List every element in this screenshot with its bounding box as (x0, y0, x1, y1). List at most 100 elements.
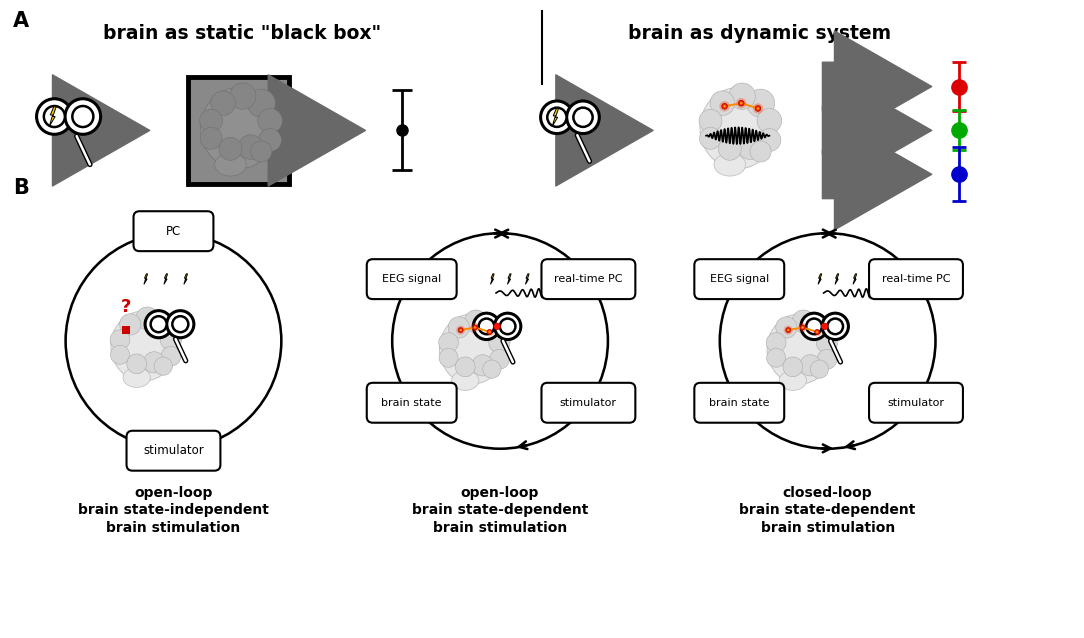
Circle shape (210, 91, 235, 115)
Polygon shape (552, 108, 558, 126)
Circle shape (136, 307, 158, 330)
Circle shape (757, 108, 782, 133)
Polygon shape (490, 274, 494, 285)
Circle shape (119, 314, 141, 335)
Text: EEG signal: EEG signal (382, 274, 441, 284)
Circle shape (766, 348, 786, 367)
Circle shape (485, 327, 494, 336)
Circle shape (460, 329, 462, 331)
FancyBboxPatch shape (127, 431, 220, 471)
Circle shape (811, 360, 828, 378)
Circle shape (219, 137, 242, 160)
Circle shape (822, 313, 849, 339)
Text: A: A (13, 11, 29, 31)
Circle shape (815, 329, 820, 334)
Text: brain as dynamic system: brain as dynamic system (628, 24, 891, 43)
Circle shape (201, 128, 222, 149)
Text: stimulator: stimulator (888, 397, 944, 408)
Circle shape (736, 98, 747, 108)
Circle shape (480, 315, 504, 339)
Text: brain state: brain state (709, 397, 770, 408)
Text: brain as static "black box": brain as static "black box" (103, 24, 382, 43)
Circle shape (783, 357, 803, 376)
Circle shape (817, 319, 831, 334)
Circle shape (757, 107, 759, 110)
Circle shape (489, 331, 491, 333)
Circle shape (65, 99, 101, 135)
Circle shape (813, 327, 822, 336)
Circle shape (720, 101, 730, 112)
Text: closed-loop
brain state-dependent
brain stimulation: closed-loop brain state-dependent brain … (739, 486, 916, 535)
Circle shape (482, 360, 501, 378)
Circle shape (699, 109, 722, 132)
Circle shape (230, 83, 256, 109)
FancyBboxPatch shape (542, 383, 635, 423)
Circle shape (490, 350, 509, 369)
Circle shape (259, 129, 282, 151)
Circle shape (722, 103, 727, 109)
Circle shape (473, 355, 493, 376)
Ellipse shape (122, 367, 151, 387)
Circle shape (473, 325, 478, 330)
Text: real-time PC: real-time PC (881, 274, 951, 284)
Text: stimulator: stimulator (143, 444, 204, 457)
FancyBboxPatch shape (133, 211, 214, 251)
FancyBboxPatch shape (366, 383, 456, 423)
Circle shape (172, 316, 189, 332)
Polygon shape (853, 274, 856, 285)
Circle shape (160, 346, 181, 366)
Ellipse shape (439, 314, 505, 384)
Circle shape (127, 354, 146, 374)
Polygon shape (144, 274, 147, 285)
Circle shape (817, 350, 837, 369)
Circle shape (489, 332, 511, 353)
Circle shape (822, 323, 828, 330)
Text: open-loop
brain state-dependent
brain stimulation: open-loop brain state-dependent brain st… (412, 486, 589, 535)
Circle shape (479, 318, 494, 334)
Circle shape (766, 333, 786, 352)
Circle shape (541, 101, 573, 133)
Circle shape (792, 310, 815, 333)
Circle shape (439, 333, 459, 352)
Text: EEG signal: EEG signal (710, 274, 769, 284)
Circle shape (728, 83, 756, 109)
Circle shape (573, 108, 593, 127)
Circle shape (738, 100, 744, 106)
Text: B: B (13, 178, 28, 198)
Circle shape (167, 311, 194, 338)
Circle shape (111, 345, 129, 364)
Circle shape (151, 316, 167, 332)
Circle shape (456, 325, 465, 334)
Text: ?: ? (121, 297, 131, 316)
Circle shape (160, 329, 181, 350)
Circle shape (145, 311, 172, 338)
Circle shape (806, 318, 822, 334)
Polygon shape (835, 274, 839, 285)
Circle shape (719, 137, 741, 160)
Polygon shape (50, 107, 56, 126)
Circle shape (465, 310, 488, 333)
Circle shape (238, 135, 263, 160)
Circle shape (787, 329, 789, 331)
Ellipse shape (767, 314, 833, 384)
Ellipse shape (700, 87, 775, 169)
Circle shape (547, 108, 567, 127)
Text: real-time PC: real-time PC (554, 274, 622, 284)
Circle shape (494, 313, 520, 339)
Circle shape (816, 332, 838, 353)
Circle shape (747, 89, 775, 117)
FancyBboxPatch shape (695, 259, 784, 299)
Polygon shape (164, 274, 168, 285)
Circle shape (247, 89, 275, 117)
Circle shape (798, 323, 808, 332)
Bar (188, 77, 289, 184)
Circle shape (448, 317, 469, 338)
Circle shape (723, 105, 726, 107)
Circle shape (567, 101, 599, 133)
Polygon shape (526, 274, 529, 285)
Ellipse shape (452, 371, 479, 390)
Circle shape (776, 317, 797, 338)
Polygon shape (818, 274, 822, 285)
Circle shape (43, 106, 65, 127)
Bar (122, 325, 130, 334)
